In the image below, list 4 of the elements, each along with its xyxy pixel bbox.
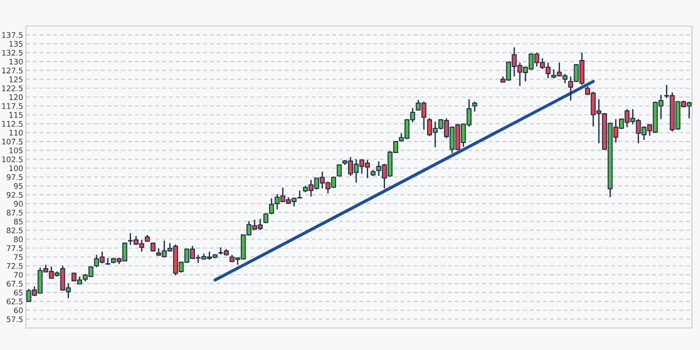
candlestick xyxy=(269,198,274,215)
candlestick xyxy=(105,257,110,266)
candlestick xyxy=(336,164,342,178)
candlestick xyxy=(472,101,478,112)
